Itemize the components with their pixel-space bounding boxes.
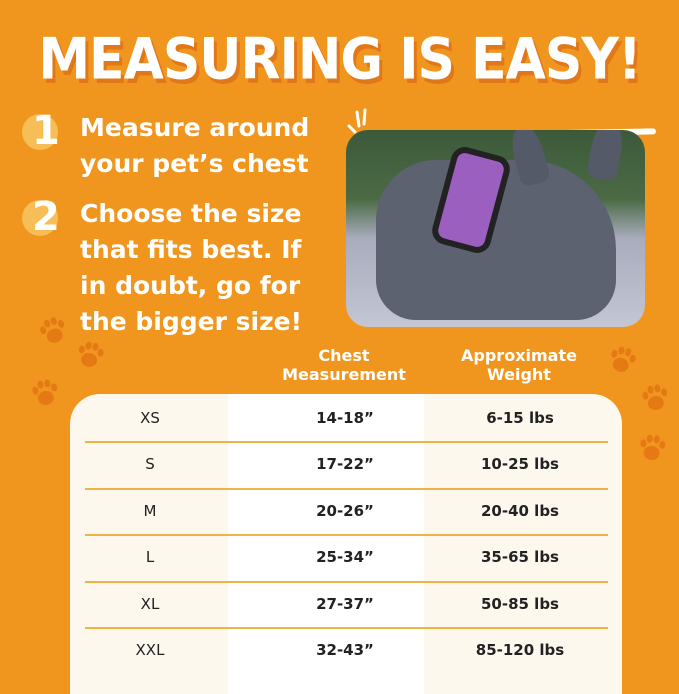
step-text: Choose the size that fits best. If in do… [80, 199, 303, 336]
size-cell: XXL [135, 641, 165, 659]
size-cell: S [145, 455, 155, 473]
header-chest: Chest Measurement [282, 346, 406, 384]
table-row: XS 14-18” 6-15 lbs [70, 394, 622, 441]
size-chart-table: XS 14-18” 6-15 lbs S 17-22” 10-25 lbs M 20-26” 2… [70, 394, 622, 694]
paw-print-icon [640, 434, 666, 460]
page-title: MEASURING IS EASY! [38, 27, 641, 93]
paw-print-icon [611, 346, 636, 372]
row-divider [85, 487, 608, 490]
step-1: 1 Measure around your pet’s chest [22, 108, 330, 182]
row-divider [85, 534, 608, 536]
weight-cell: 50-85 lbs [480, 594, 559, 613]
table-row: L 25-34” 35-65 lbs [70, 534, 622, 581]
weight-cell: 6-15 lbs [486, 408, 554, 427]
size-cell: M [143, 501, 157, 520]
paw-print-icon [642, 384, 668, 410]
header-weight: Approximate Weight [461, 346, 577, 384]
chest-cell: 32-43” [316, 641, 374, 659]
step-text: Measure around your pet’s chest [80, 113, 310, 178]
row-divider [85, 580, 608, 583]
weight-cell: 20-40 lbs [480, 501, 559, 520]
chest-cell: 14-18” [316, 408, 374, 427]
paw-print-icon [78, 341, 104, 367]
table-row: XXL 32-43” 85-120 lbs [70, 627, 622, 674]
sparkle-icon [347, 108, 367, 134]
dog-photo [346, 130, 645, 327]
paw-print-icon [32, 379, 58, 405]
paw-print-icon [40, 317, 65, 343]
weight-cell: 85-120 lbs [475, 641, 565, 659]
table-row: S 17-22” 10-25 lbs [70, 441, 622, 488]
row-divider [85, 441, 608, 443]
table-row: XL 27-37” 50-85 lbs [70, 580, 622, 627]
chest-cell: 25-34” [316, 548, 374, 566]
chest-cell: 17-22” [316, 455, 374, 473]
size-cell: L [145, 548, 155, 566]
weight-cell: 10-25 lbs [480, 455, 559, 473]
weight-cell: 35-65 lbs [480, 548, 559, 566]
chest-cell: 20-26” [316, 501, 374, 520]
size-cell: XS [140, 408, 160, 427]
step-number-badge: 1 [22, 108, 64, 154]
step-2: 2 Choose the size that fits best. If in … [22, 194, 330, 340]
table-row: M 20-26” 20-40 lbs [70, 487, 622, 534]
size-cell: XL [140, 594, 160, 613]
chest-cell: 27-37” [316, 594, 374, 613]
step-number-badge: 2 [22, 194, 64, 240]
row-divider [85, 627, 608, 629]
